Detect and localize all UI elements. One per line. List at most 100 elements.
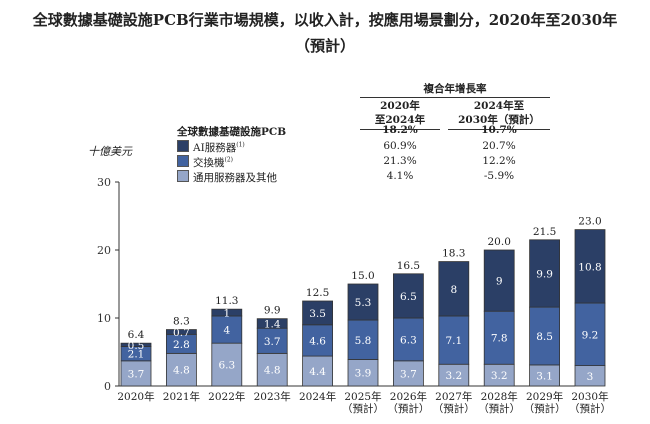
y-tick-label: 0 — [104, 380, 111, 393]
x-tick-label: （預計） — [478, 402, 520, 415]
cagr-value: 12.2% — [482, 155, 516, 167]
data-label: 3.1 — [536, 370, 553, 382]
bar-segment — [574, 302, 606, 367]
bar-segment — [120, 360, 152, 387]
bar-segment — [438, 261, 470, 317]
data-label: 5.8 — [355, 335, 372, 347]
y-tick-label: 30 — [97, 176, 111, 189]
cagr-value: 20.7% — [482, 140, 516, 152]
legend-label: AI服務器 — [193, 142, 237, 154]
bar-segment — [347, 359, 379, 387]
cagr-col2-header: 2024年至 2030年（預計） — [458, 100, 540, 126]
data-label: 6.3 — [218, 360, 235, 372]
bar-segment — [392, 317, 424, 362]
bar-segment — [302, 300, 334, 326]
data-label: 0.5 — [128, 340, 145, 352]
bar-segment — [165, 329, 197, 335]
bar-segment — [529, 306, 560, 366]
x-tick-label: （預計） — [569, 402, 611, 415]
legend-item: 交換機(2) — [177, 155, 233, 170]
bar-segment — [529, 239, 560, 308]
chart-title: 全球數據基礎設施PCB行業市場規模，以收入計，按應用場景劃分，2020年至203… — [32, 11, 618, 29]
data-label: 4.4 — [309, 366, 326, 378]
data-label: 3.9 — [355, 368, 372, 380]
legend-item: AI服務器(1) — [177, 140, 245, 155]
y-axis-label: 十億美元 — [88, 145, 132, 158]
legend-swatch — [177, 140, 189, 152]
x-tick-label: 2021年 — [163, 390, 200, 403]
bar-segment — [211, 308, 243, 317]
data-label: 4 — [223, 325, 230, 337]
data-label: 9.2 — [582, 329, 599, 341]
x-tick-label: 2027年 — [435, 390, 472, 403]
total-label: 8.3 — [173, 316, 190, 328]
x-tick-label: 2028年 — [481, 390, 518, 403]
bar-segment — [256, 352, 288, 387]
x-tick-label: （預計） — [524, 402, 566, 415]
y-tick-label: 20 — [97, 244, 111, 257]
data-label: 1 — [223, 308, 230, 320]
data-label: 8.5 — [536, 331, 553, 343]
y-tick-label: 10 — [97, 312, 111, 325]
legend-item: 通用服務器及其他 — [177, 170, 277, 185]
total-label: 15.0 — [351, 270, 374, 282]
data-label: 10.8 — [578, 261, 601, 273]
cagr-value: 10.7% — [481, 124, 517, 136]
data-label: 3.7 — [128, 368, 145, 380]
x-tick-label: 2024年 — [299, 390, 336, 403]
data-label: 9 — [496, 276, 503, 288]
data-label: 1.4 — [264, 318, 281, 330]
bar-segment — [483, 310, 515, 365]
bar-segment — [392, 360, 424, 387]
bar-segment — [347, 319, 379, 360]
data-label: 7.8 — [491, 333, 508, 345]
data-label: 3.5 — [309, 308, 326, 320]
total-label: 20.0 — [488, 236, 511, 248]
data-label: 0.7 — [173, 327, 190, 339]
legend-label: 全球數據基礎設施PCB — [177, 126, 287, 138]
x-tick-label: 2025年 — [344, 390, 381, 403]
data-label: 6.3 — [400, 334, 417, 346]
data-label: 3.2 — [445, 370, 462, 382]
x-tick-label: （預計） — [433, 402, 475, 415]
total-label: 23.0 — [578, 216, 601, 228]
cagr-value: 4.1% — [386, 170, 414, 182]
legend-item: 全球數據基礎設施PCB — [177, 124, 286, 139]
chart-title-line2: （預計） — [294, 37, 355, 55]
total-label: 18.3 — [442, 248, 465, 260]
total-label: 16.5 — [397, 260, 420, 272]
data-label: 7.1 — [445, 335, 462, 347]
bar-segment — [392, 273, 424, 319]
legend-label: 交換機 — [193, 157, 225, 169]
footnote-marker: (1) — [236, 141, 245, 149]
x-tick-label: 2023年 — [254, 390, 291, 403]
bar-segment — [256, 327, 288, 354]
data-label: 4.8 — [264, 365, 281, 377]
bar-segment — [347, 283, 379, 321]
total-label: 21.5 — [533, 226, 556, 238]
cagr-value: 21.3% — [383, 155, 417, 167]
x-tick-label: 2029年 — [526, 390, 563, 403]
legend-swatch — [177, 155, 189, 167]
data-label: 6.5 — [400, 291, 417, 303]
total-label: 12.5 — [306, 287, 329, 299]
data-label: 3.7 — [400, 368, 417, 380]
x-tick-label: （預計） — [387, 402, 429, 415]
data-label: 2.8 — [173, 339, 190, 351]
legend-swatch — [177, 170, 189, 182]
x-tick-label: 2020年 — [117, 390, 154, 403]
data-label: 3.7 — [264, 336, 281, 348]
x-tick-label: 2022年 — [208, 390, 245, 403]
data-label: 8 — [450, 284, 457, 296]
bar-segment — [256, 318, 288, 329]
x-tick-label: 2026年 — [390, 390, 427, 403]
data-label: 4.6 — [309, 335, 326, 347]
cagr-value: 60.9% — [383, 140, 417, 152]
data-label: 9.9 — [536, 268, 553, 280]
total-label: 11.3 — [215, 295, 238, 307]
total-label: 9.9 — [264, 305, 281, 317]
bar-segment — [302, 324, 334, 357]
bar-segment — [574, 229, 606, 304]
total-label: 6.4 — [128, 329, 145, 341]
